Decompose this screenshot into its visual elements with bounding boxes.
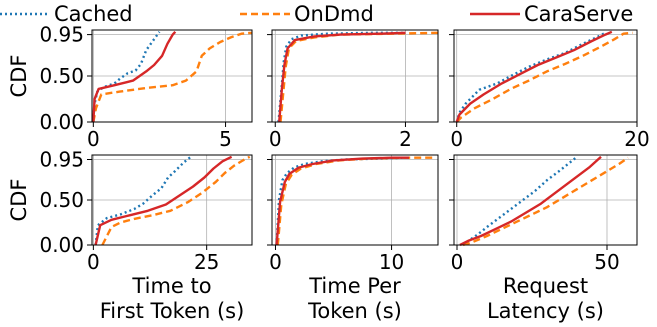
panel-1-2: 0 50 (449, 154, 638, 274)
series-line-ondmd (101, 155, 251, 246)
x-tick-label: 0 (87, 250, 100, 274)
y-tick-label: 0.50 (39, 64, 84, 88)
series-line-caraserve (275, 156, 409, 246)
x-tick-label: 50 (594, 250, 619, 274)
series-line-caraserve (94, 155, 233, 246)
y-tick-label: 0.00 (39, 233, 84, 257)
x-tick-label: 25 (194, 250, 219, 274)
x-axis-label: First Token (s) (100, 299, 245, 323)
series-line-ondmd (276, 156, 433, 246)
panel-0-0: 0 5 0.00 0.50 0.95 (39, 23, 253, 151)
series-line-ondmd (279, 31, 439, 123)
x-tick-label: 10 (379, 250, 404, 274)
y-labels: CDF CDF (7, 55, 31, 222)
y-tick-label: 0.50 (39, 188, 84, 212)
series-line-cached (92, 31, 161, 123)
legend-label-caraserve: CaraServe (524, 2, 633, 26)
series-line-caraserve (278, 31, 406, 123)
panel-1-1: 0 10 (267, 154, 439, 274)
x-tick-label: 2 (399, 127, 412, 151)
x-tick-label: 0 (87, 127, 100, 151)
y-axis-label: CDF (7, 179, 31, 222)
y-tick-label: 0.95 (39, 23, 84, 47)
series-line-caraserve (459, 155, 602, 247)
x-tick-label: 5 (219, 127, 232, 151)
x-tick-label: 20 (624, 127, 649, 151)
y-axis-label: CDF (7, 55, 31, 98)
panels: 0 50.000.500.950 2 0 200 250.000.500.950 10 0 50 (39, 23, 649, 274)
series-line-cached (277, 31, 406, 123)
x-axis-label: Request (503, 274, 588, 298)
panel-0-2: 0 20 (449, 29, 650, 151)
legend-label-ondmd: OnDmd (294, 2, 374, 26)
series-line-cached (94, 155, 192, 246)
x-tick-label: 0 (269, 250, 282, 274)
series-line-ondmd (92, 31, 253, 123)
series-line-cached (462, 155, 578, 246)
x-axis-label: Time to (131, 274, 211, 298)
series-line-ondmd (455, 31, 633, 123)
series-line-caraserve (455, 30, 613, 123)
series-line-cached (455, 31, 606, 123)
x-axis-label: Latency (s) (487, 299, 604, 323)
x-axis-label: Token (s) (307, 299, 402, 323)
y-tick-label: 0.95 (39, 148, 84, 172)
x-tick-label: 0 (450, 127, 463, 151)
legend-label-cached: Cached (54, 2, 133, 26)
x-tick-label: 0 (451, 250, 464, 274)
legend: Cached OnDmd CaraServe (0, 2, 633, 26)
x-tick-label: 0 (269, 127, 282, 151)
panel-1-0: 0 25 0.00 0.50 0.95 (39, 148, 253, 274)
x-axis-label: Time Per (308, 274, 401, 298)
series-line-ondmd (462, 156, 629, 247)
series-line-caraserve (92, 30, 177, 123)
y-tick-label: 0.00 (39, 110, 84, 134)
